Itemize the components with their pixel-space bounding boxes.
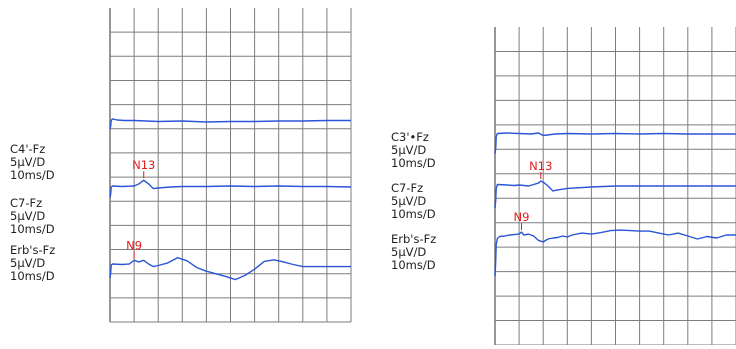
trace-right-ch1 (494, 180, 736, 209)
channel-sweep: 10ms/D (10, 222, 55, 236)
channel-sweep: 10ms/D (391, 207, 436, 221)
channel-sensitivity: 5μV/D (10, 155, 46, 169)
label-right-c3-fz: C3'•Fz 5μV/D 10ms/D (391, 131, 436, 170)
label-right-c7-fz: C7-Fz 5μV/D 10ms/D (391, 182, 436, 221)
channel-sensitivity: 5μV/D (391, 194, 427, 208)
channel-sensitivity: 5μV/D (391, 245, 427, 259)
channel-name: C4'-Fz (10, 142, 46, 156)
channel-name: Erb's-Fz (391, 232, 437, 246)
channel-sensitivity: 5μV/D (10, 209, 46, 223)
channel-sweep: 10ms/D (10, 269, 55, 283)
trace-right-ch2 (494, 229, 736, 277)
label-left-c4-fz: C4'-Fz 5μV/D 10ms/D (10, 143, 55, 182)
channel-sweep: 10ms/D (10, 168, 55, 182)
panel-left: N13 N9 (109, 8, 352, 323)
channel-name: C3'•Fz (391, 130, 429, 144)
panel-right: N13 N9 (494, 27, 736, 346)
trace-right-ch0 (494, 132, 736, 154)
channel-sensitivity: 5μV/D (391, 143, 427, 157)
marker-label: N13 (132, 158, 155, 172)
label-right-erbs-fz: Erb's-Fz 5μV/D 10ms/D (391, 233, 436, 272)
channel-name: Erb's-Fz (10, 243, 56, 257)
channel-sweep: 10ms/D (391, 156, 436, 170)
trace-left-ch0 (109, 118, 351, 129)
marker-label: N9 (514, 210, 530, 224)
channel-sensitivity: 5μV/D (10, 256, 46, 270)
trace-left-ch1 (109, 179, 352, 198)
channel-name: C7-Fz (10, 196, 43, 210)
channel-sweep: 10ms/D (391, 258, 436, 272)
marker-label: N13 (529, 159, 552, 173)
trace-left-ch2 (109, 257, 351, 281)
grid-left (109, 8, 352, 323)
label-left-erbs-fz: Erb's-Fz 5μV/D 10ms/D (10, 244, 55, 283)
grid-right (494, 27, 736, 346)
label-left-c7-fz: C7-Fz 5μV/D 10ms/D (10, 197, 55, 236)
marker-label: N9 (126, 238, 142, 252)
channel-name: C7-Fz (391, 181, 424, 195)
